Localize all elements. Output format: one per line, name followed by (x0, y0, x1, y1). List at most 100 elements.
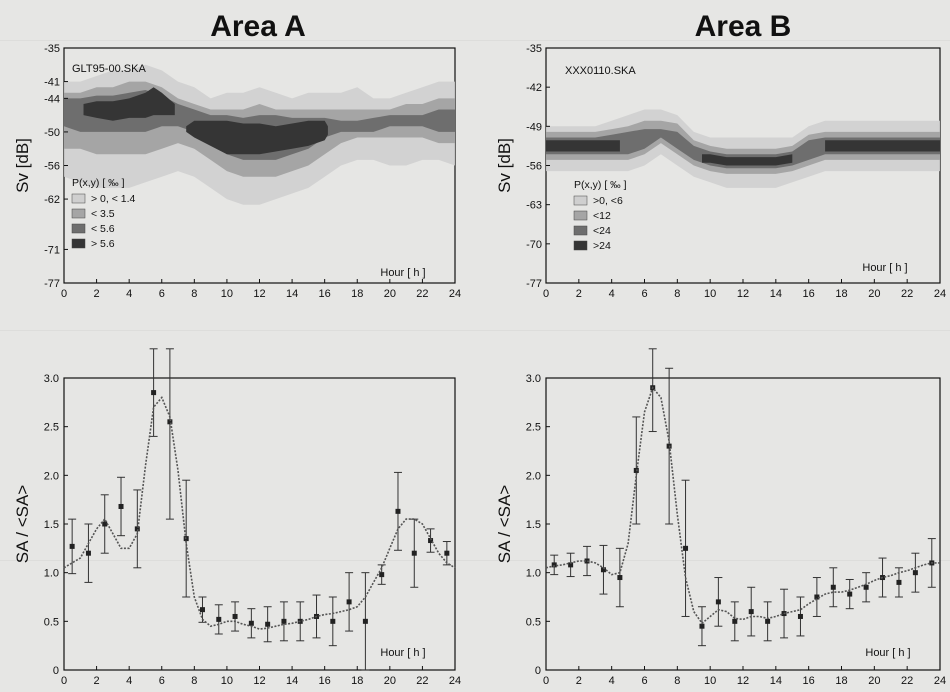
data-point (896, 579, 902, 585)
data-point (248, 620, 254, 626)
x-tick-label: 22 (901, 675, 913, 687)
x-tick-label: 2 (576, 288, 582, 300)
x-tick-label: 14 (286, 675, 298, 687)
x-tick-label: 16 (319, 288, 331, 300)
legend-swatch (71, 193, 86, 204)
density-band-level-4 (83, 87, 175, 121)
x-tick-label: 10 (704, 675, 716, 687)
data-point (118, 503, 124, 509)
x-axis-label: Hour [ h ] (865, 647, 910, 659)
x-axis-label: Hour [ h ] (862, 262, 907, 274)
y-tick-label: -49 (526, 121, 542, 133)
y-tick-label: 3.0 (526, 373, 541, 385)
x-tick-label: 6 (159, 288, 165, 300)
data-point (683, 545, 689, 551)
x-tick-label: 10 (221, 675, 233, 687)
plot-frame (545, 377, 941, 671)
legend-entry: > 5.6 (91, 238, 115, 250)
data-point (216, 616, 222, 622)
y-tick-label: -42 (526, 82, 542, 94)
data-point (281, 618, 287, 624)
x-tick-label: 6 (159, 675, 165, 687)
y-tick-label: 1.0 (44, 568, 59, 580)
y-tick-label: -62 (44, 194, 60, 206)
y-tick-label: 1.0 (526, 568, 541, 580)
density-band-level-4 (546, 140, 620, 152)
y-tick-label: -63 (526, 200, 542, 212)
x-tick-label: 12 (253, 288, 265, 300)
x-tick-label: 16 (803, 288, 815, 300)
x-tick-label: 6 (641, 675, 647, 687)
x-tick-label: 2 (94, 288, 100, 300)
data-point (847, 591, 853, 597)
legend-swatch (71, 223, 86, 234)
legend-entry: <12 (593, 210, 611, 222)
x-tick-label: 0 (543, 288, 549, 300)
legend-title: P(x,y) [ ‰ ] (72, 177, 125, 189)
data-point (134, 526, 140, 532)
x-tick-label: 4 (126, 288, 132, 300)
y-tick-label: -71 (44, 244, 60, 256)
x-tick-label: 20 (384, 675, 396, 687)
data-point (69, 543, 75, 549)
y-tick-label: -35 (526, 43, 542, 55)
y-axis-label: Sv [dB] (13, 138, 32, 193)
y-tick-label: 0 (535, 665, 541, 677)
trend-curve (545, 386, 940, 625)
data-point (732, 618, 738, 624)
data-point (199, 607, 205, 613)
data-point (362, 618, 368, 624)
y-tick-label: -50 (44, 127, 60, 139)
data-point (265, 621, 271, 627)
legend-swatch (573, 210, 588, 221)
data-point (330, 618, 336, 624)
x-tick-label: 20 (868, 675, 880, 687)
y-tick-label: -56 (44, 161, 60, 173)
data-point (617, 575, 623, 581)
legend-swatch (573, 195, 588, 206)
plot-frame (63, 377, 456, 671)
file-label: XXX0110.SKA (565, 65, 636, 77)
x-tick-label: 0 (61, 288, 67, 300)
x-tick-label: 8 (674, 675, 680, 687)
data-point (232, 613, 238, 619)
data-point (797, 613, 803, 619)
title-area-a: Area A (210, 10, 306, 43)
x-tick-label: 18 (351, 675, 363, 687)
legend-entry: >24 (593, 240, 611, 252)
x-tick-label: 2 (576, 675, 582, 687)
x-tick-label: 22 (901, 288, 913, 300)
x-axis-label: Hour [ h ] (380, 647, 425, 659)
y-tick-label: 1.5 (44, 519, 59, 531)
x-tick-label: 8 (674, 288, 680, 300)
x-tick-label: 20 (868, 288, 880, 300)
y-tick-label: 2.0 (526, 470, 541, 482)
x-tick-label: 4 (609, 288, 615, 300)
x-tick-label: 24 (449, 675, 461, 687)
chart-panel-b-lower: 00.51.01.52.02.53.00 2 4 6 8 10 12 14 16 18 20 22 24… (495, 348, 946, 687)
x-tick-label: 24 (934, 675, 946, 687)
data-point (167, 419, 173, 425)
x-tick-label: 20 (384, 288, 396, 300)
x-tick-label: 12 (737, 675, 749, 687)
y-tick-label: -35 (44, 43, 60, 55)
x-tick-label: 4 (126, 675, 132, 687)
data-point (428, 538, 434, 544)
legend-swatch (71, 208, 86, 219)
x-tick-label: 12 (737, 288, 749, 300)
x-tick-label: 24 (934, 288, 946, 300)
data-point (912, 570, 918, 576)
x-tick-label: 14 (286, 288, 298, 300)
x-tick-label: 22 (416, 288, 428, 300)
x-tick-label: 4 (609, 675, 615, 687)
x-tick-label: 6 (641, 288, 647, 300)
x-tick-label: 16 (319, 675, 331, 687)
y-tick-label: 0.5 (44, 616, 59, 628)
x-tick-label: 22 (416, 675, 428, 687)
y-tick-label: -56 (526, 161, 542, 173)
y-tick-label: -77 (526, 278, 542, 290)
y-axis-label: SA / <SA> (495, 485, 514, 564)
y-tick-label: 0 (53, 665, 59, 677)
y-axis-label: Sv [dB] (495, 138, 514, 193)
